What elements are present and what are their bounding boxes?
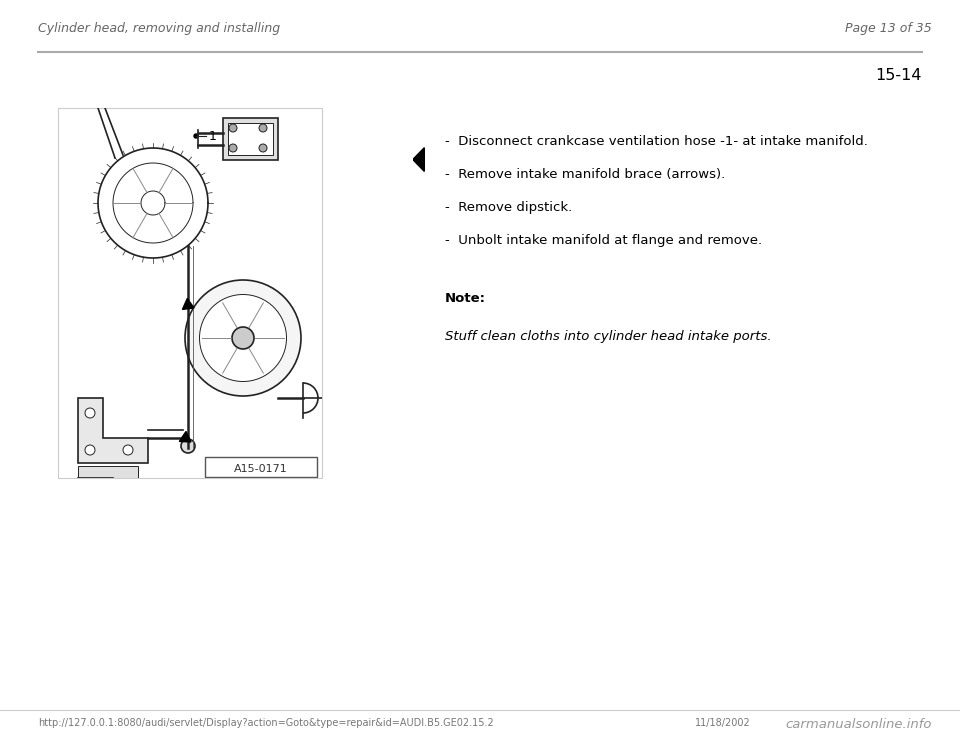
Circle shape	[229, 144, 237, 152]
Circle shape	[181, 439, 195, 453]
Circle shape	[229, 124, 237, 132]
Polygon shape	[182, 298, 194, 309]
Text: Page 13 of 35: Page 13 of 35	[845, 22, 932, 35]
Text: 1: 1	[209, 130, 217, 142]
Polygon shape	[180, 431, 191, 442]
Bar	[228, 123, 273, 155]
Text: http://127.0.0.1:8080/audi/servlet/Display?action=Goto&type=repair&id=AUDI.B5.GE: http://127.0.0.1:8080/audi/servlet/Displ…	[38, 718, 493, 728]
Text: A15-0171: A15-0171	[234, 464, 288, 474]
Bar	[58, 108, 322, 478]
Text: Stuff clean cloths into cylinder head intake ports.: Stuff clean cloths into cylinder head in…	[445, 330, 772, 343]
Ellipse shape	[185, 280, 301, 396]
Circle shape	[123, 445, 133, 455]
Bar	[223, 118, 278, 160]
Circle shape	[259, 144, 267, 152]
Circle shape	[85, 445, 95, 455]
FancyBboxPatch shape	[205, 457, 317, 477]
Circle shape	[194, 134, 198, 138]
Polygon shape	[78, 398, 148, 463]
Text: Cylinder head, removing and installing: Cylinder head, removing and installing	[38, 22, 280, 35]
Polygon shape	[413, 148, 424, 171]
Circle shape	[259, 124, 267, 132]
Text: -  Remove intake manifold brace (arrows).: - Remove intake manifold brace (arrows).	[445, 168, 725, 181]
Bar	[78, 466, 138, 478]
Text: -  Disconnect crankcase ventilation hose -1- at intake manifold.: - Disconnect crankcase ventilation hose …	[445, 135, 868, 148]
Text: Note:: Note:	[445, 292, 486, 305]
Text: -  Remove dipstick.: - Remove dipstick.	[445, 201, 572, 214]
Circle shape	[85, 408, 95, 418]
Text: carmanualsonline.info: carmanualsonline.info	[785, 718, 932, 731]
Ellipse shape	[232, 327, 254, 349]
Text: 11/18/2002: 11/18/2002	[695, 718, 751, 728]
Text: -  Unbolt intake manifold at flange and remove.: - Unbolt intake manifold at flange and r…	[445, 234, 762, 247]
Text: 15-14: 15-14	[876, 68, 922, 83]
Ellipse shape	[200, 295, 286, 381]
